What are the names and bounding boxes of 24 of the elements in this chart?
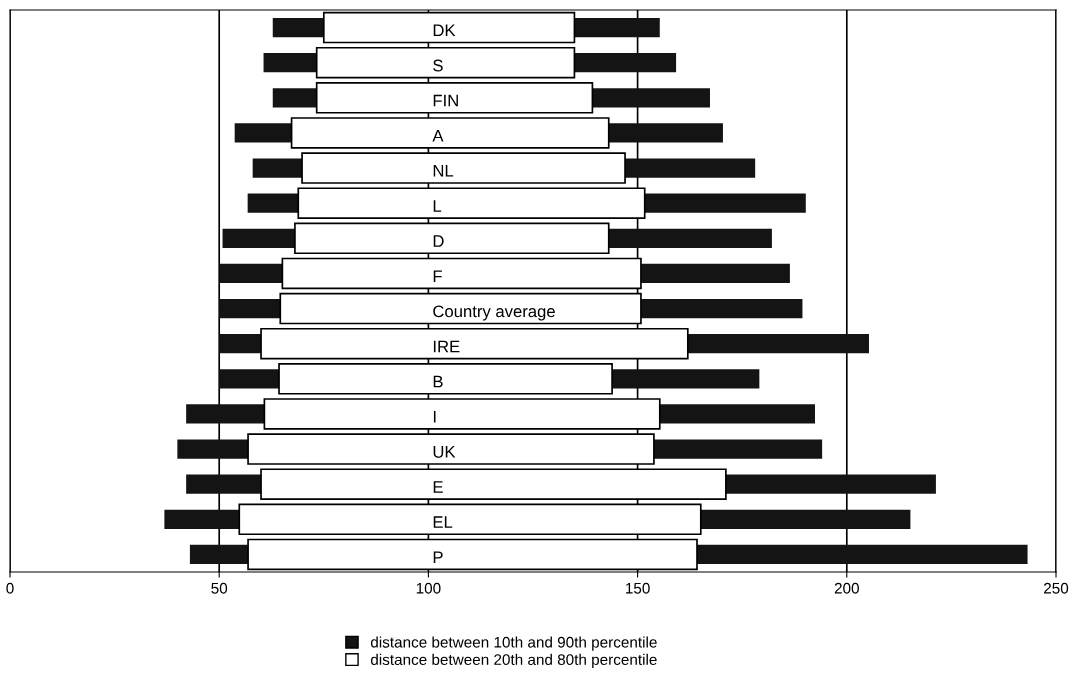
y-tick-label: UK [433, 446, 456, 458]
y-tick-label: FIN [433, 94, 458, 107]
x-tick-label: 150 [626, 582, 650, 594]
x-tick-label: 0 [6, 582, 14, 594]
y-tick-label: IRE [433, 340, 460, 353]
y-tick-label: F [433, 270, 442, 282]
legend-label: distance between 20th and 80th percentile [370, 653, 657, 669]
legend-label: distance between 10th and 90th percentile [370, 636, 657, 651]
y-tick-label: EL [433, 516, 453, 528]
y-tick-label: DK [433, 24, 456, 37]
y-tick-label: Country average [433, 305, 555, 321]
x-tick-label: 200 [834, 582, 859, 594]
y-tick-label: S [433, 59, 443, 72]
y-tick-label: B [433, 375, 443, 388]
y-tick-label: NL [433, 165, 454, 177]
x-tick-label: 50 [211, 582, 228, 594]
x-tick-label: 250 [1044, 582, 1069, 594]
y-tick-label: D [433, 235, 444, 247]
y-tick-label: A [432, 130, 444, 142]
y-tick-label: I [433, 411, 436, 423]
y-tick-label: P [433, 551, 443, 563]
x-tick-label: 100 [416, 582, 441, 594]
y-tick-label: L [433, 200, 442, 212]
y-tick-label: E [433, 481, 443, 493]
